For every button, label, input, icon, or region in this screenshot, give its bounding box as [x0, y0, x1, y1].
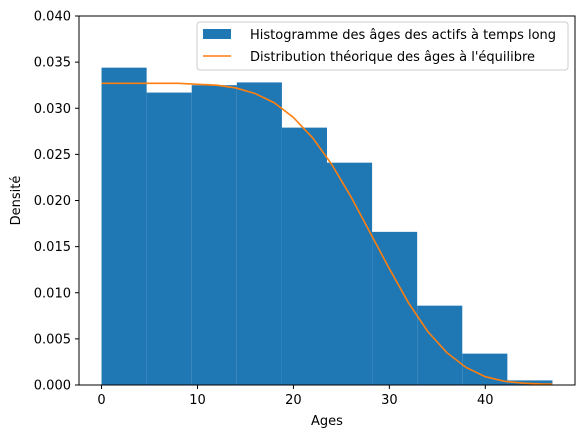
y-tick-label: 0.010: [34, 286, 71, 301]
y-tick-label: 0.025: [34, 148, 71, 163]
y-tick-label: 0.035: [34, 56, 71, 71]
histogram-bar: [146, 92, 192, 385]
x-tick-label: 30: [381, 393, 398, 408]
legend-box: [196, 21, 569, 71]
x-tick-label: 0: [97, 393, 105, 408]
y-tick-label: 0.015: [34, 240, 71, 255]
histogram-bar: [101, 67, 147, 385]
histogram-bar: [281, 127, 327, 385]
y-axis-ticks: 0.000 0.005 0.010 0.015 0.020 0.025 0.030 0.035…: [34, 10, 79, 394]
legend-label-histogram: Histogramme des âges des actifs à temps …: [250, 28, 556, 43]
y-tick-label: 0.000: [34, 379, 71, 394]
histogram-bars: [101, 67, 553, 386]
legend: Histogramme des âges des actifs à temps …: [196, 21, 569, 71]
histogram-bar: [372, 231, 418, 385]
y-tick-label: 0.040: [34, 10, 71, 25]
histogram-bar: [191, 85, 237, 385]
y-axis-label: Densité: [9, 176, 24, 226]
x-tick-label: 10: [189, 393, 206, 408]
histogram-bar: [236, 82, 282, 386]
y-tick-label: 0.020: [34, 194, 71, 209]
x-tick-label: 20: [285, 393, 302, 408]
y-tick-label: 0.005: [34, 332, 71, 347]
x-tick-label: 40: [477, 393, 494, 408]
histogram-bar: [327, 162, 373, 385]
legend-swatch-histogram: [203, 29, 231, 39]
curve-line: [101, 82, 553, 385]
x-axis-ticks: 0 10 20 30 40: [97, 385, 494, 408]
legend-label-curve: Distribution théorique des âges à l'équi…: [250, 50, 535, 65]
y-tick-label: 0.030: [34, 102, 71, 117]
x-axis-label: Ages: [311, 414, 343, 429]
